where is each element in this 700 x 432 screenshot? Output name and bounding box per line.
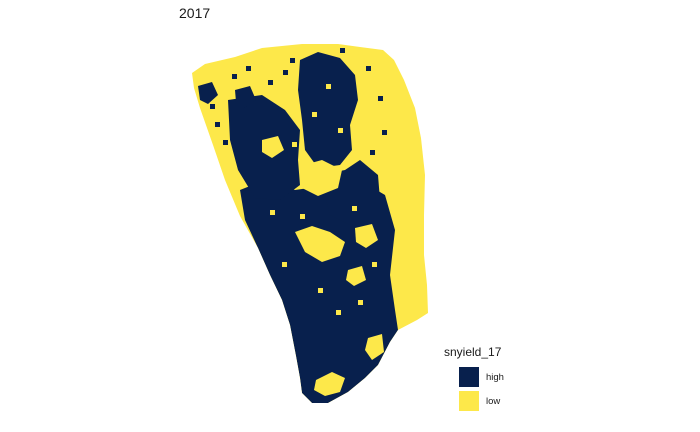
legend-item-low: low (459, 389, 504, 413)
low-yield-patches (262, 136, 384, 396)
legend-item-high: high (459, 365, 504, 389)
pixel-speckles (210, 48, 387, 315)
legend-swatch-high (459, 367, 479, 387)
legend-title: snyield_17 (444, 345, 502, 359)
legend-label-high: high (486, 371, 504, 383)
legend-label-low: low (486, 395, 501, 407)
map-title: 2017 (179, 5, 211, 21)
legend: snyield_17 high low (444, 345, 504, 413)
legend-swatch-low (459, 391, 479, 411)
